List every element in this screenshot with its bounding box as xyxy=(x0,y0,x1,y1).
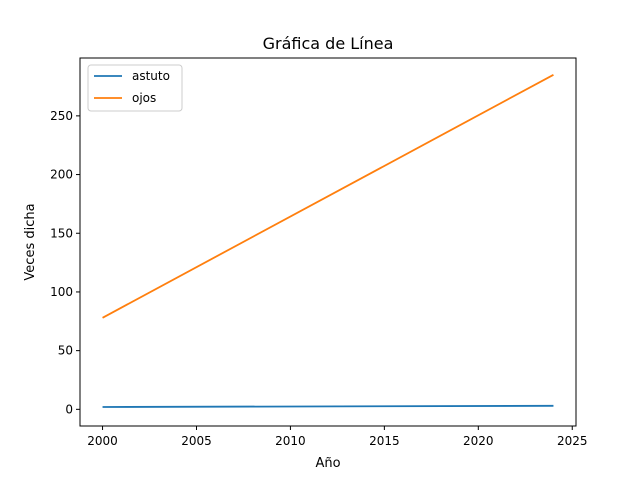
y-tick-label: 250 xyxy=(50,109,73,123)
series-layer xyxy=(102,73,554,408)
series-line-astuto xyxy=(102,404,554,408)
x-tick-label: 2025 xyxy=(557,434,588,448)
ticks-layer: 2000 2005 2010 2015 2020 2025 0 50 100 150 200 250 xyxy=(50,109,587,448)
y-tick-label: 150 xyxy=(50,226,73,240)
chart-title: Gráfica de Línea xyxy=(263,34,394,53)
x-tick-label: 2010 xyxy=(275,434,306,448)
y-tick-label: 100 xyxy=(50,285,73,299)
legend-label-ojos: ojos xyxy=(132,91,156,105)
x-axis-label: Año xyxy=(315,456,340,471)
x-tick-label: 2005 xyxy=(181,434,212,448)
series-line-ojos xyxy=(102,73,554,319)
y-tick-label: 200 xyxy=(50,168,73,182)
legend: astuto ojos xyxy=(87,64,183,112)
y-tick-label: 50 xyxy=(58,344,73,358)
x-tick-label: 2020 xyxy=(463,434,494,448)
y-axis-label: Veces dicha xyxy=(23,203,38,280)
y-tick-label: 0 xyxy=(65,402,73,416)
x-tick-label: 2015 xyxy=(369,434,400,448)
plot-frame xyxy=(79,57,577,427)
legend-label-astuto: astuto xyxy=(132,69,170,83)
x-tick-label: 2000 xyxy=(87,434,118,448)
